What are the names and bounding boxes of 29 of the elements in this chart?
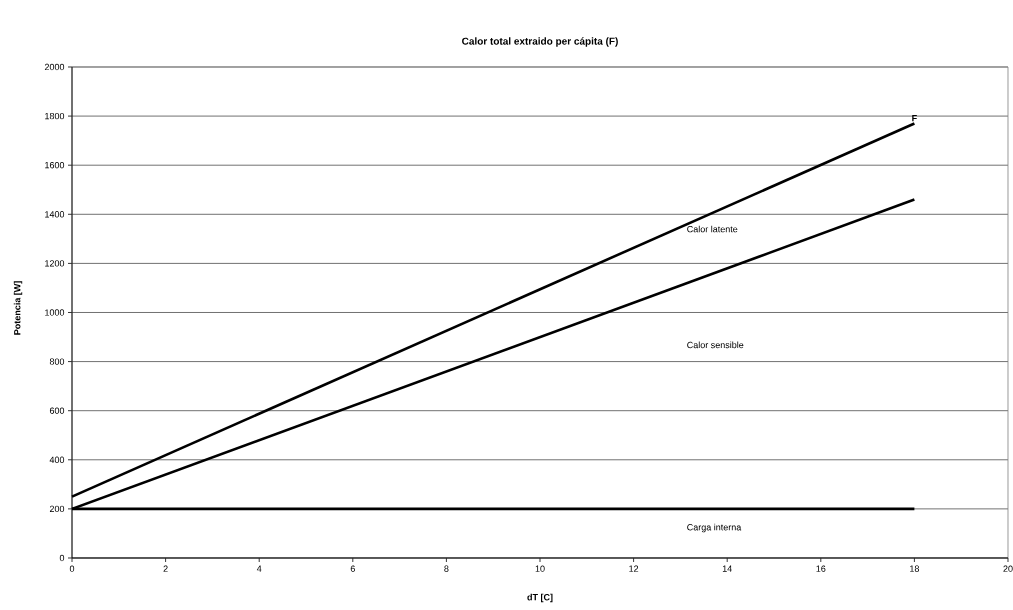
annotation: Carga interna [687, 523, 742, 533]
x-tick-label: 8 [444, 565, 449, 572]
y-tick-label: 800 [49, 358, 65, 365]
y-axis-title: Potencia [W] [13, 281, 23, 335]
x-tick-label: 4 [256, 565, 262, 572]
y-tick-label: 1000 [45, 309, 65, 316]
x-tick-label: 18 [910, 565, 920, 572]
y-tick-label: 1600 [45, 162, 65, 169]
y-tick-label: 1200 [45, 260, 65, 267]
y-tick-label: 0 [59, 554, 65, 562]
x-tick-label: 12 [629, 565, 639, 572]
x-tick-label: 2 [163, 565, 168, 572]
x-tick-label: 0 [69, 565, 75, 572]
x-tick-label: 20 [1003, 565, 1013, 572]
y-tick-label: 200 [49, 505, 65, 513]
y-tick-label: 1800 [45, 112, 65, 120]
x-tick-label: 10 [535, 565, 545, 572]
y-tick-label: 600 [49, 407, 65, 414]
x-tick-label: 14 [722, 565, 732, 572]
y-tick-label: 400 [49, 456, 65, 463]
chart-title: Calor total extraido per cápita (F) [462, 37, 618, 47]
x-tick-label: 6 [350, 565, 355, 572]
annotation: Calor latente [687, 225, 738, 233]
x-axis-title: dT [C] [527, 593, 553, 603]
x-tick-label: 16 [816, 565, 826, 572]
annotation: Calor sensible [687, 341, 744, 349]
annotation: F [912, 115, 917, 122]
y-tick-label: 2000 [44, 63, 65, 71]
y-tick-label: 1400 [45, 211, 65, 218]
